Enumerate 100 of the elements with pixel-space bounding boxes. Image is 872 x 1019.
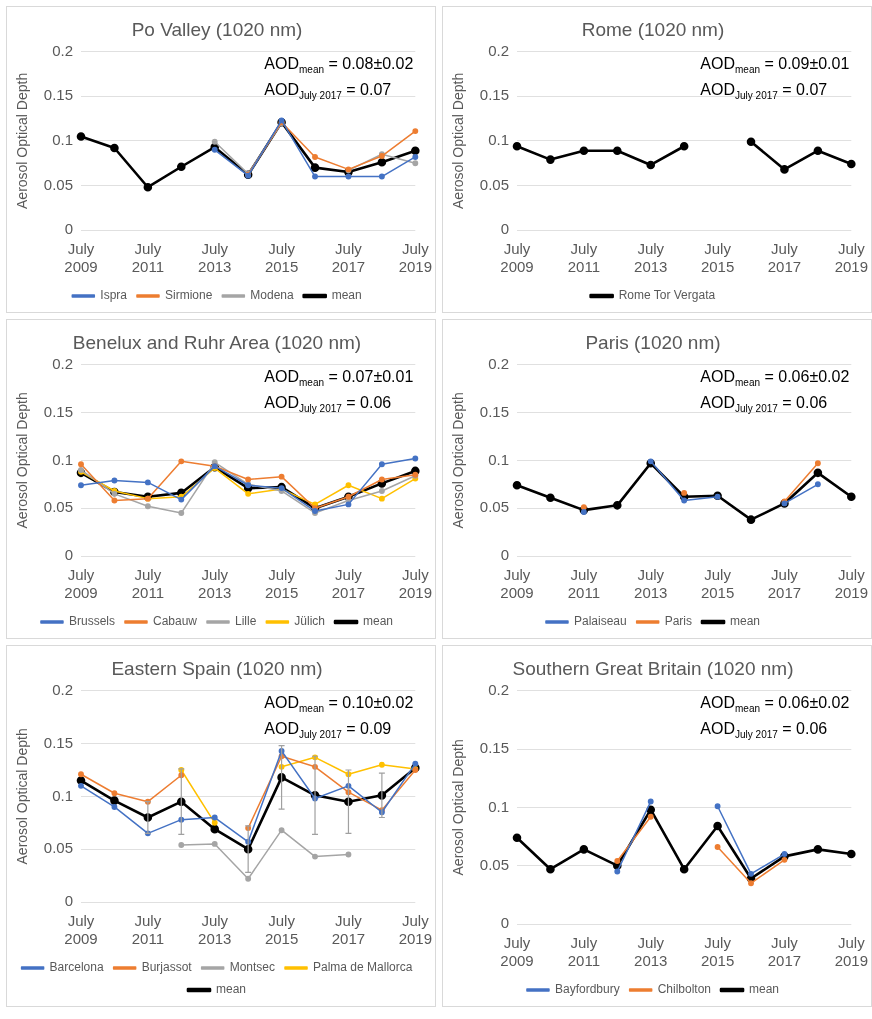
y-tick-label: 0.1 xyxy=(488,131,509,149)
legend-label: mean xyxy=(331,288,362,303)
x-tick-label: July 2013 xyxy=(198,566,232,602)
legend-label: Brussels xyxy=(68,614,115,629)
y-tick-label: 0.1 xyxy=(52,786,73,804)
x-tick-label: July 2011 xyxy=(131,912,164,948)
x-tick-label: July 2009 xyxy=(500,240,534,276)
x-tick-label: July 2017 xyxy=(767,934,802,970)
legend-label: Sirmione xyxy=(164,288,213,303)
legend-label: Burjassot xyxy=(141,960,193,975)
x-tick-label: July 2013 xyxy=(198,912,232,948)
y-tick-label: 0.1 xyxy=(488,450,509,468)
annotation: AOD$_{July 2017}$ = 0.06 xyxy=(700,719,828,741)
x-tick-label: July 2011 xyxy=(567,240,600,276)
y-tick-label: 0.2 xyxy=(488,680,509,698)
x-tick-label: July 2015 xyxy=(700,240,735,276)
y-axis-title: Aerosol Optical Depth xyxy=(14,72,31,209)
y-tick-label: 0.15 xyxy=(43,86,73,104)
y-axis-title: Aerosol Optical Depth xyxy=(14,728,31,865)
y-tick-label: 0.05 xyxy=(43,839,73,857)
y-tick-label: 0.15 xyxy=(479,402,509,420)
y-axis-title: Aerosol Optical Depth xyxy=(450,392,467,529)
legend-label: mean xyxy=(363,614,394,629)
chart-title: Paris (1020 nm) xyxy=(585,331,721,353)
y-tick-label: 0.05 xyxy=(479,855,509,873)
y-tick-label: 0.2 xyxy=(488,41,509,59)
annotation: AOD$_{July 2017}$ = 0.06 xyxy=(700,393,828,415)
x-tick-label: July 2019 xyxy=(834,566,868,602)
legend-label: mean xyxy=(730,614,761,629)
chart-title: Po Valley (1020 nm) xyxy=(131,18,303,40)
legend-label: Paris xyxy=(664,614,693,629)
legend-label: Lille xyxy=(235,614,257,629)
y-tick-label: 0.15 xyxy=(479,86,509,104)
chart-title: Rome (1020 nm) xyxy=(581,18,725,40)
x-tick-label: July 2009 xyxy=(64,566,98,602)
y-tick-label: 0.05 xyxy=(479,498,509,516)
x-tick-label: July 2013 xyxy=(634,566,668,602)
chart-title: Benelux and Ruhr Area (1020 nm) xyxy=(72,331,362,353)
annotation: AOD$_{mean}$ = 0.09±0.01 xyxy=(700,54,850,75)
y-tick-label: 0 xyxy=(500,914,509,932)
legend-label: Barcelona xyxy=(49,960,104,975)
x-tick-label: July 2019 xyxy=(398,566,432,602)
y-tick-label: 0.15 xyxy=(479,739,509,757)
annotation: AOD$_{mean}$ = 0.08±0.02 xyxy=(264,54,414,75)
x-tick-label: July 2011 xyxy=(567,934,600,970)
y-tick-label: 0 xyxy=(64,892,73,910)
legend-label: Bayfordbury xyxy=(554,982,620,997)
x-tick-label: July 2017 xyxy=(331,240,366,276)
x-tick-label: July 2009 xyxy=(500,934,534,970)
x-tick-label: July 2011 xyxy=(131,240,164,276)
y-axis-title: Aerosol Optical Depth xyxy=(14,392,31,529)
y-tick-label: 0.05 xyxy=(43,175,73,193)
annotation: AOD$_{mean}$ = 0.06±0.02 xyxy=(700,693,850,714)
y-tick-label: 0.15 xyxy=(43,733,73,751)
y-tick-label: 0.2 xyxy=(488,354,509,372)
y-tick-label: 0.2 xyxy=(52,41,73,59)
y-tick-label: 0 xyxy=(64,220,73,238)
x-tick-label: July 2017 xyxy=(767,240,802,276)
y-axis-title: Aerosol Optical Depth xyxy=(450,739,467,876)
x-tick-label: July 2011 xyxy=(131,566,164,602)
legend-label: mean xyxy=(215,982,247,997)
legend-label: Modena xyxy=(250,288,295,303)
y-tick-label: 0.05 xyxy=(479,175,509,193)
annotation: AOD$_{mean}$ = 0.10±0.02 xyxy=(264,693,414,714)
y-tick-label: 0 xyxy=(64,546,73,564)
x-tick-label: July 2015 xyxy=(264,240,299,276)
x-tick-label: July 2009 xyxy=(64,912,98,948)
y-tick-label: 0.1 xyxy=(52,450,73,468)
legend-label: mean xyxy=(749,982,780,997)
y-tick-label: 0.2 xyxy=(52,680,73,698)
x-tick-label: July 2015 xyxy=(264,912,299,948)
legend-label: Palma de Mallorca xyxy=(313,960,413,975)
x-tick-label: July 2019 xyxy=(398,240,432,276)
x-tick-label: July 2017 xyxy=(767,566,802,602)
legend-label: Cabauw xyxy=(152,614,198,629)
y-tick-label: 0.1 xyxy=(488,797,509,815)
x-tick-label: July 2017 xyxy=(331,566,366,602)
y-tick-label: 0 xyxy=(500,546,509,564)
x-tick-label: July 2019 xyxy=(834,240,868,276)
x-tick-label: July 2009 xyxy=(64,240,98,276)
legend-label: Ispra xyxy=(100,288,128,303)
legend-label: Palaiseau xyxy=(573,614,627,629)
annotation: AOD$_{mean}$ = 0.07±0.01 xyxy=(264,367,414,388)
x-tick-label: July 2013 xyxy=(634,934,668,970)
y-tick-label: 0.15 xyxy=(43,402,73,420)
x-tick-label: July 2015 xyxy=(700,566,735,602)
annotation: AOD$_{July 2017}$ = 0.07 xyxy=(264,80,392,102)
x-tick-label: July 2015 xyxy=(264,566,299,602)
annotation: AOD$_{mean}$ = 0.06±0.02 xyxy=(700,367,850,388)
x-tick-label: July 2017 xyxy=(331,912,366,948)
annotation: AOD$_{July 2017}$ = 0.09 xyxy=(264,719,392,741)
y-tick-label: 0.2 xyxy=(52,354,73,372)
x-tick-label: July 2019 xyxy=(398,912,432,948)
y-tick-label: 0.1 xyxy=(52,131,73,149)
chart-title: Eastern Spain (1020 nm) xyxy=(111,657,323,679)
x-tick-label: July 2019 xyxy=(834,934,868,970)
legend-label: Chilbolton xyxy=(657,982,712,997)
x-tick-label: July 2015 xyxy=(700,934,735,970)
annotation: AOD$_{July 2017}$ = 0.07 xyxy=(700,80,828,102)
legend-label: Montsec xyxy=(229,960,276,975)
